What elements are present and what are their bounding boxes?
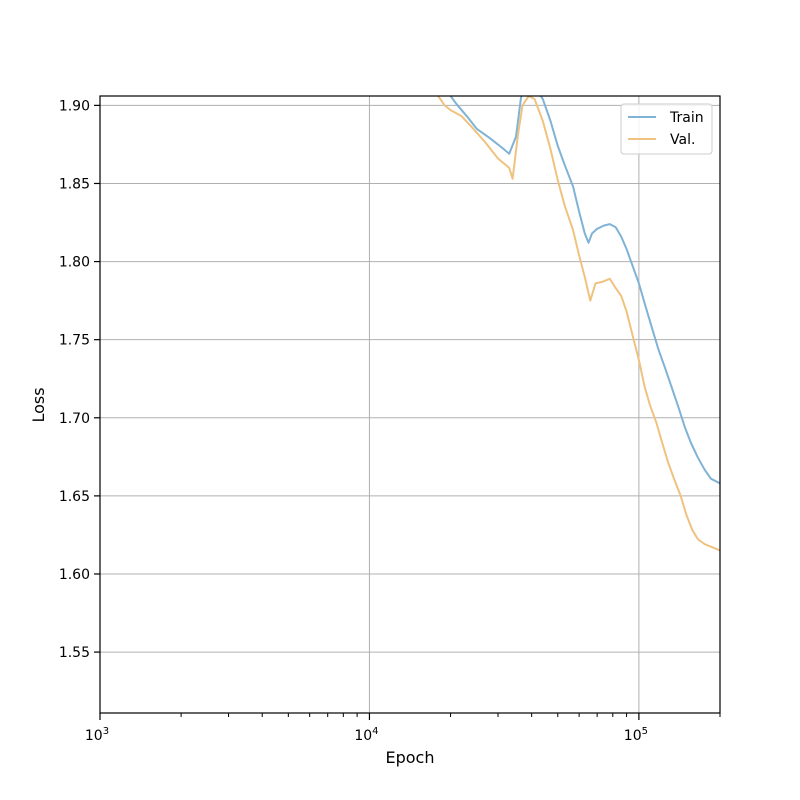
x-tick-label: 105 <box>624 726 648 744</box>
y-tick-label: 1.85 <box>59 176 90 192</box>
legend-label-val: Val. <box>670 132 695 148</box>
plot-frame <box>99 95 721 714</box>
y-tick-label: 1.75 <box>59 333 90 349</box>
x-axis-label: Epoch <box>386 748 435 767</box>
y-tick-label: 1.70 <box>59 411 90 427</box>
x-tick-label: 104 <box>354 726 378 744</box>
x-tick-label-base: 10 <box>354 728 372 744</box>
y-tick-labels: 1.55 1.60 1.65 1.70 1.75 1.80 1.85 1.90 <box>59 98 90 661</box>
x-tick-labels: 103 104 105 <box>85 726 648 744</box>
legend-label-train: Train <box>669 110 704 126</box>
y-axis-label: Loss <box>29 387 48 422</box>
x-tick-label-exponent: 4 <box>372 726 378 737</box>
y-tick-label: 1.60 <box>59 567 90 583</box>
y-tick-label: 1.65 <box>59 489 90 505</box>
y-tick-label: 1.55 <box>59 645 90 661</box>
y-tick-label: 1.90 <box>59 98 90 114</box>
x-minor-ticks <box>180 713 721 717</box>
legend: Train Val. <box>620 103 713 155</box>
major-ticks <box>94 104 640 720</box>
series-layer <box>437 96 720 552</box>
x-tick-label-exponent: 5 <box>642 726 648 737</box>
x-tick-label-base: 10 <box>624 728 642 744</box>
plot-background <box>100 96 720 713</box>
x-tick-label-exponent: 3 <box>103 726 109 737</box>
y-tick-label: 1.80 <box>59 255 90 271</box>
series-line-train <box>449 96 720 485</box>
x-tick-label-base: 10 <box>85 728 103 744</box>
x-tick-label: 103 <box>85 726 109 744</box>
series-line-val <box>437 96 720 552</box>
